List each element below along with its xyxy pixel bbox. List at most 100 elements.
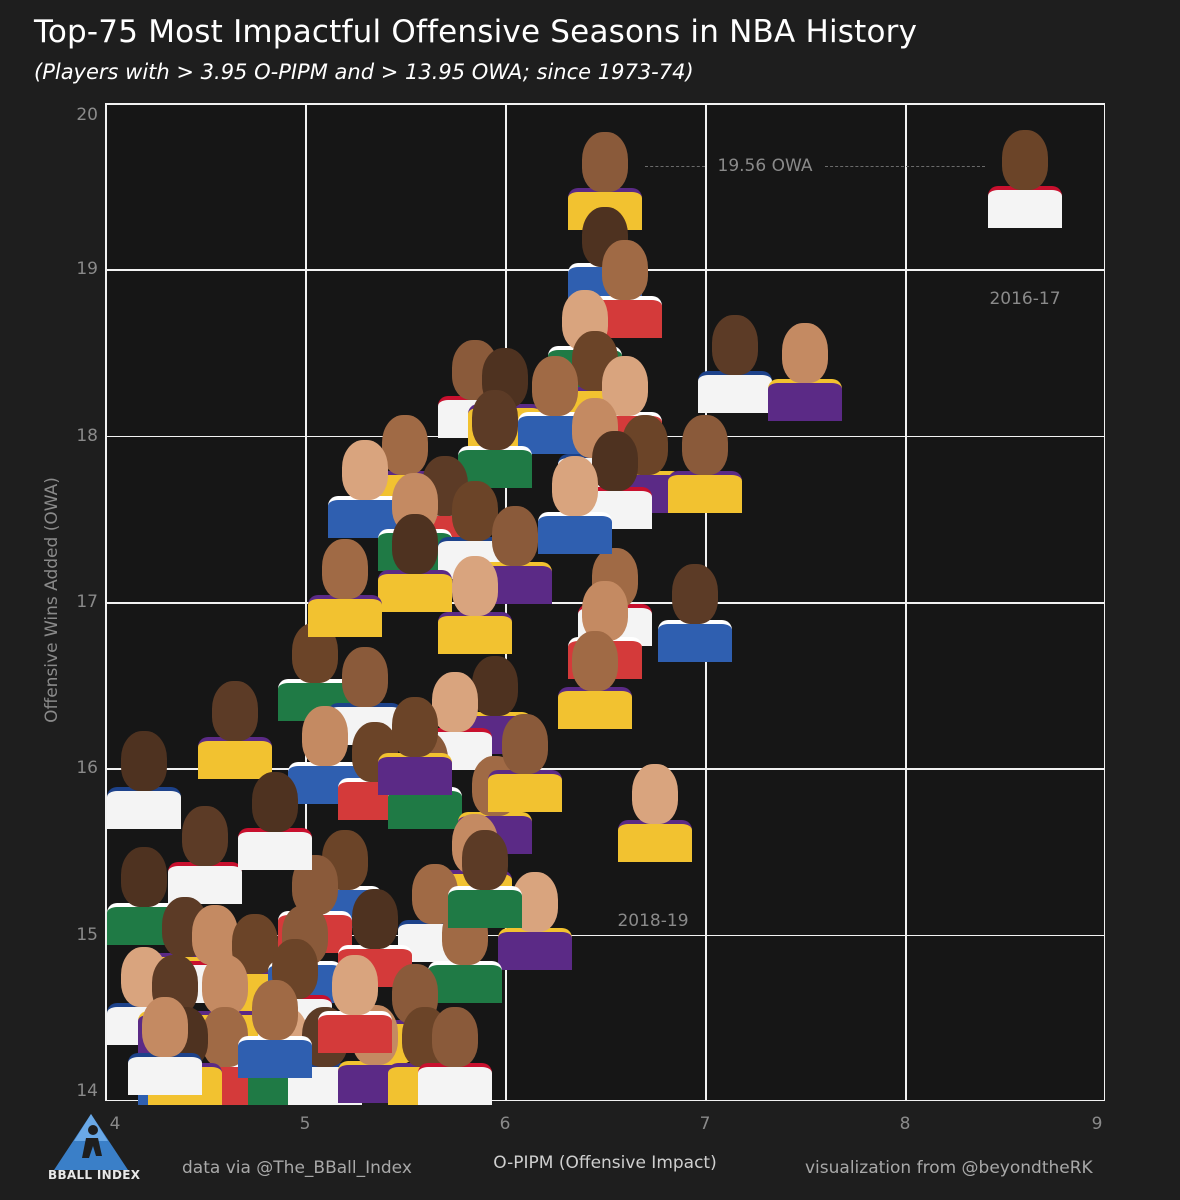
player-face [432, 672, 478, 733]
y-tick-label: 18 [76, 425, 98, 446]
y-tick-label: 14 [76, 1081, 98, 1101]
x-tick-label: 5 [299, 1114, 311, 1134]
y-tick-label: 15 [76, 924, 98, 945]
jersey-shape [238, 1036, 312, 1079]
player-face [552, 456, 598, 517]
viz-credit: visualization from @beyondtheRK [805, 1158, 1093, 1178]
player-face [252, 772, 298, 833]
x-tick-label: 8 [899, 1114, 911, 1134]
jersey-shape [618, 819, 692, 862]
player-face [452, 481, 498, 542]
player-marker [236, 978, 314, 1079]
y-gridline [105, 934, 1105, 937]
player-face [252, 980, 298, 1041]
owa-annotation: 19.56 OWA [711, 156, 819, 177]
jersey-shape [658, 620, 732, 663]
player-face [302, 705, 348, 766]
player-face [592, 431, 638, 492]
y-gridline [105, 1099, 1105, 1101]
player-marker [456, 388, 534, 488]
player-face [632, 763, 678, 824]
player-face [1002, 130, 1048, 191]
player-marker [576, 429, 654, 530]
jersey-shape [438, 612, 512, 654]
y-gridline [105, 103, 1105, 105]
y-tick-label: 17 [76, 592, 98, 612]
chart-subtitle: (Players with > 3.95 O-PIPM and > 13.95 … [34, 60, 694, 84]
annotation-dash-left [645, 166, 705, 168]
jersey-shape [308, 595, 382, 638]
player-face [382, 414, 428, 475]
annotation-dash-right [825, 166, 985, 168]
jersey-shape [698, 370, 772, 413]
player-marker [316, 953, 394, 1054]
player-marker [536, 454, 614, 555]
player-face [582, 131, 628, 192]
player-marker [616, 762, 694, 862]
player-marker [416, 1005, 494, 1105]
bball-index-logo [54, 1114, 128, 1170]
player-marker [446, 828, 524, 929]
player-face [121, 730, 167, 791]
jersey-shape [498, 928, 572, 971]
player-marker [376, 695, 454, 796]
jersey-shape [558, 686, 632, 729]
player-marker [236, 770, 314, 871]
player-face [502, 714, 548, 775]
player-face [572, 630, 618, 691]
player-face [782, 323, 828, 384]
player-face [332, 955, 378, 1016]
data-credit: data via @The_BBall_Index [182, 1158, 412, 1178]
player-marker [766, 321, 844, 422]
player-face [142, 996, 188, 1057]
player-marker [196, 679, 274, 779]
y-tick-label: 20 [76, 105, 98, 125]
player-marker [696, 313, 774, 413]
jersey-shape [378, 753, 452, 796]
season-label: 2018-19 [617, 910, 689, 931]
player-face [182, 805, 228, 866]
player-face [532, 356, 578, 417]
player-marker [286, 704, 364, 804]
y-axis-label: Offensive Wins Added (OWA) [42, 477, 62, 723]
jersey-shape [488, 770, 562, 813]
player-marker [105, 729, 183, 829]
player-face [432, 1007, 478, 1067]
player-face [452, 556, 498, 616]
player-face [342, 647, 388, 708]
player-marker [336, 887, 414, 987]
player-face [462, 830, 508, 891]
y-tick-label: 16 [76, 758, 98, 779]
player-marker [166, 804, 244, 904]
chart-title: Top-75 Most Impactful Offensive Seasons … [34, 14, 918, 50]
x-axis-label: O-PIPM (Offensive Impact) [493, 1153, 717, 1173]
player-face [392, 514, 438, 575]
player-marker [436, 554, 514, 654]
player-marker [376, 512, 454, 613]
player-face [212, 680, 258, 741]
plot-area: 19.56 OWA 2016-17 2018-19 [105, 103, 1105, 1105]
player-marker [656, 562, 734, 663]
player-marker [986, 128, 1064, 229]
logo-figure-body [82, 1138, 102, 1158]
jersey-shape [238, 828, 312, 871]
jersey-shape [198, 736, 272, 779]
player-face [352, 888, 398, 949]
player-face [342, 439, 388, 500]
player-marker [486, 712, 564, 813]
jersey-shape [448, 886, 522, 929]
player-face [492, 506, 538, 567]
player-face [712, 314, 758, 375]
x-tick-label: 9 [1091, 1114, 1103, 1134]
season-label: 2016-17 [989, 288, 1061, 309]
jersey-shape [988, 186, 1062, 229]
player-marker [306, 537, 384, 638]
jersey-shape [668, 470, 742, 513]
player-marker [556, 629, 634, 729]
y-gridline [105, 768, 1105, 770]
player-face [672, 564, 718, 625]
player-face [602, 239, 648, 300]
player-face [121, 847, 167, 908]
x-tick-label: 6 [499, 1114, 511, 1134]
jersey-shape [418, 1063, 492, 1105]
